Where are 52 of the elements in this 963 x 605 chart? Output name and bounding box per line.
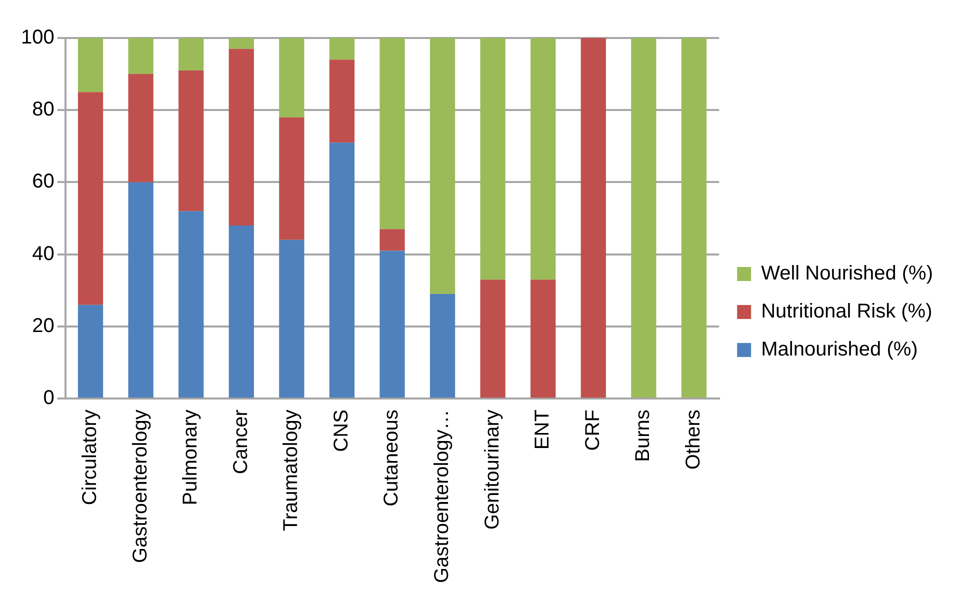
x-tick-label: CRF	[582, 410, 604, 451]
bar	[380, 229, 405, 251]
x-tick-label: CNS	[330, 410, 352, 452]
bar	[329, 60, 355, 143]
x-tick-label: Cancer	[230, 409, 252, 474]
bar	[430, 38, 456, 294]
bar	[530, 280, 556, 398]
bar	[228, 226, 254, 398]
bar	[380, 38, 405, 230]
legend-label: Nutritional Risk (%)	[761, 300, 932, 323]
bar	[279, 117, 304, 240]
x-tick-label: Gastroenterology…	[431, 410, 454, 584]
bar	[228, 38, 254, 49]
y-tick-label: 0	[43, 387, 54, 410]
bar	[178, 38, 204, 70]
x-tick-label: Circulatory	[79, 410, 102, 506]
bar	[681, 38, 707, 398]
bar	[380, 250, 405, 398]
bar	[631, 38, 656, 398]
bar	[128, 38, 154, 74]
x-tick-label: Burns	[632, 410, 654, 462]
x-tick-label: Pulmonary	[180, 410, 202, 506]
bar	[580, 38, 606, 398]
bar	[480, 38, 506, 280]
bar	[178, 211, 204, 398]
bar	[329, 142, 355, 398]
bar	[78, 38, 104, 92]
bar	[279, 240, 304, 398]
y-tick-label: 100	[20, 26, 54, 49]
x-tick-label: Genitourinary	[481, 410, 504, 530]
bar	[178, 70, 204, 212]
bar	[128, 74, 154, 182]
x-tick-label: Others	[682, 410, 704, 470]
bar	[430, 294, 456, 398]
legend-label: Malnourished (%)	[761, 338, 918, 361]
bar	[530, 38, 556, 280]
legend-label: Well Nourished (%)	[761, 262, 933, 285]
bar	[78, 92, 104, 305]
bar	[279, 38, 304, 118]
x-tick-label: Cutaneous	[380, 410, 403, 506]
x-tick-label: Gastroenterology	[129, 410, 152, 564]
y-tick-label: 20	[32, 314, 54, 337]
bar	[329, 38, 355, 60]
bar	[228, 48, 254, 226]
bar	[480, 280, 506, 398]
x-tick-label: ENT	[532, 410, 554, 450]
y-tick-label: 80	[32, 98, 54, 121]
y-tick-label: 60	[32, 170, 54, 193]
bar	[128, 182, 154, 398]
bar	[78, 304, 104, 398]
x-tick-label: Traumatology	[280, 410, 302, 532]
y-tick-label: 40	[32, 242, 54, 265]
